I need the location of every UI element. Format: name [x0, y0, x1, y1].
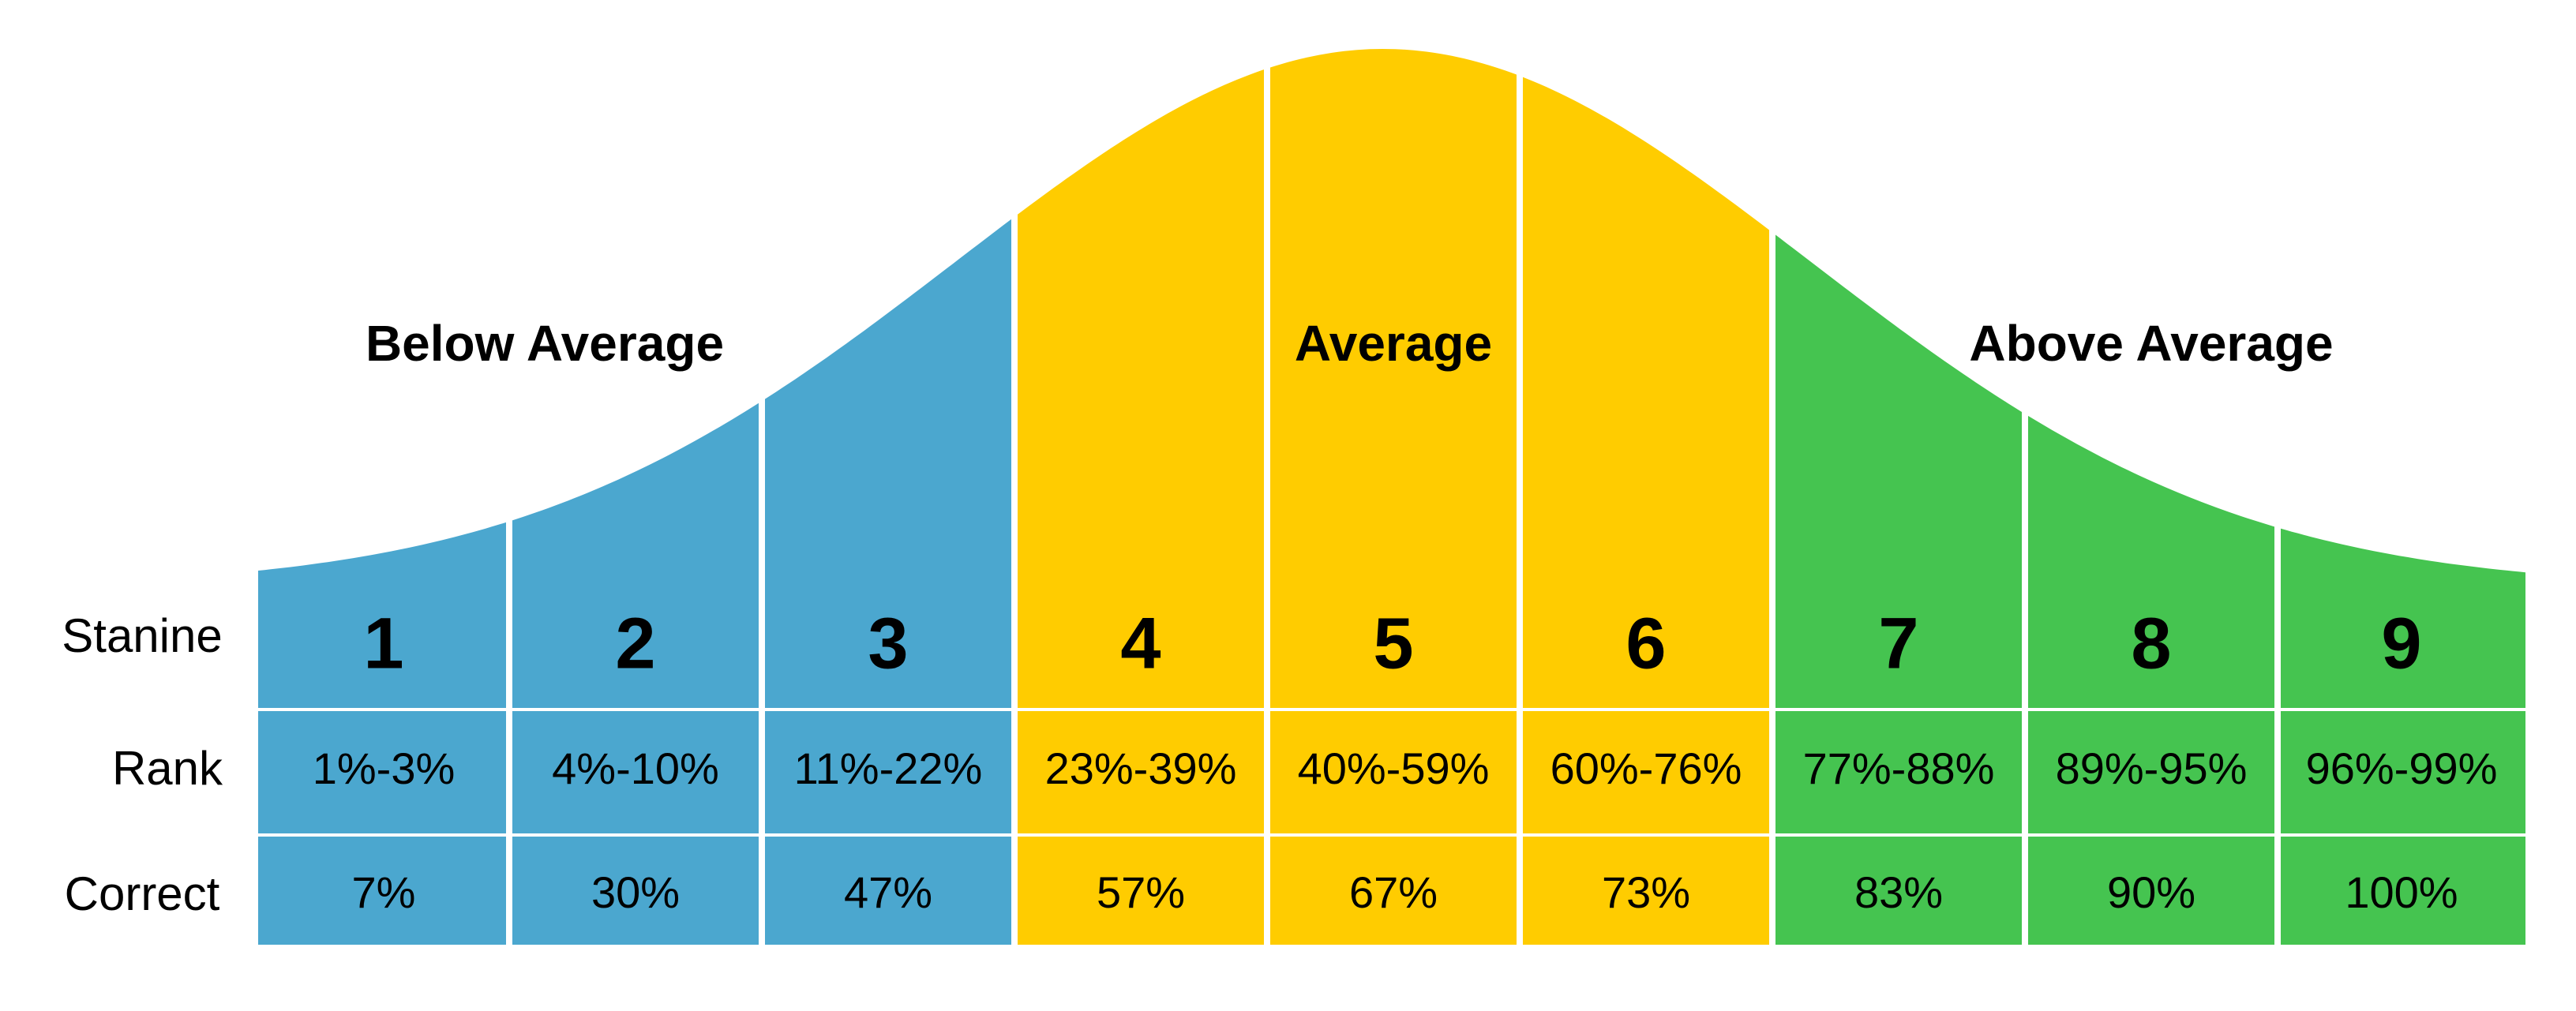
rank-cell: 4%-10%: [552, 743, 719, 793]
correct-cell: 57%: [1097, 867, 1185, 917]
rank-cell: 96%-99%: [2306, 743, 2498, 793]
bell-curve-fill: [258, 49, 2525, 945]
group-label-above-average: Above Average: [1969, 315, 2333, 372]
column-divider: [2022, 0, 2028, 946]
column-5-fill: [1267, 49, 1520, 945]
row-divider: [258, 708, 2525, 711]
stanine-number: 9: [2381, 603, 2421, 683]
correct-cell: 90%: [2107, 867, 2195, 917]
row-label-rank: Rank: [112, 742, 223, 795]
stanine-number: 5: [1373, 603, 1413, 683]
correct-cell: 7%: [352, 867, 416, 917]
column-divider: [2274, 0, 2281, 946]
rank-cell: 11%-22%: [794, 743, 983, 793]
correct-cell: 67%: [1349, 867, 1438, 917]
correct-cell: 73%: [1602, 867, 1690, 917]
rank-cell: 23%-39%: [1045, 743, 1237, 793]
column-6-fill: [1520, 49, 1772, 945]
stanine-number: 8: [2131, 603, 2171, 683]
row-label-correct: Correct: [65, 867, 220, 920]
correct-cell: 47%: [844, 867, 932, 917]
stanine-number: 4: [1120, 603, 1161, 683]
rank-cell: 89%-95%: [2056, 743, 2248, 793]
correct-cell: 30%: [591, 867, 680, 917]
rank-cell: 40%-59%: [1298, 743, 1490, 793]
column-dividers: [258, 0, 2525, 946]
column-divider: [1011, 0, 1018, 946]
correct-cell: 83%: [1854, 867, 1943, 917]
rank-cell: 77%-88%: [1803, 743, 1995, 793]
rank-cell: 60%-76%: [1550, 743, 1742, 793]
stanine-number: 2: [615, 603, 655, 683]
column-divider: [759, 0, 765, 946]
row-divider: [258, 833, 2525, 837]
group-label-average: Average: [1295, 315, 1492, 372]
stanine-number: 6: [1625, 603, 1666, 683]
column-8-fill: [2025, 49, 2278, 945]
column-4-fill: [1014, 49, 1267, 945]
stanine-number: 1: [363, 603, 403, 683]
stanine-number: 3: [868, 603, 908, 683]
correct-cell: 100%: [2345, 867, 2458, 917]
row-label-stanine: Stanine: [62, 609, 223, 662]
rank-cell: 1%-3%: [313, 743, 456, 793]
column-2-fill: [509, 49, 762, 945]
column-7-fill: [1772, 49, 2025, 945]
column-divider: [1769, 0, 1775, 946]
column-divider: [506, 0, 512, 946]
labels-layer: Below Average Average Above Average Stanine…: [62, 315, 2497, 920]
column-1-fill: [258, 49, 509, 945]
group-label-below-average: Below Average: [366, 315, 724, 372]
column-divider: [1264, 0, 1270, 946]
stanine-number: 7: [1878, 603, 1918, 683]
column-3-fill: [762, 49, 1014, 945]
column-9-fill: [2278, 49, 2525, 945]
column-divider: [1517, 0, 1523, 946]
